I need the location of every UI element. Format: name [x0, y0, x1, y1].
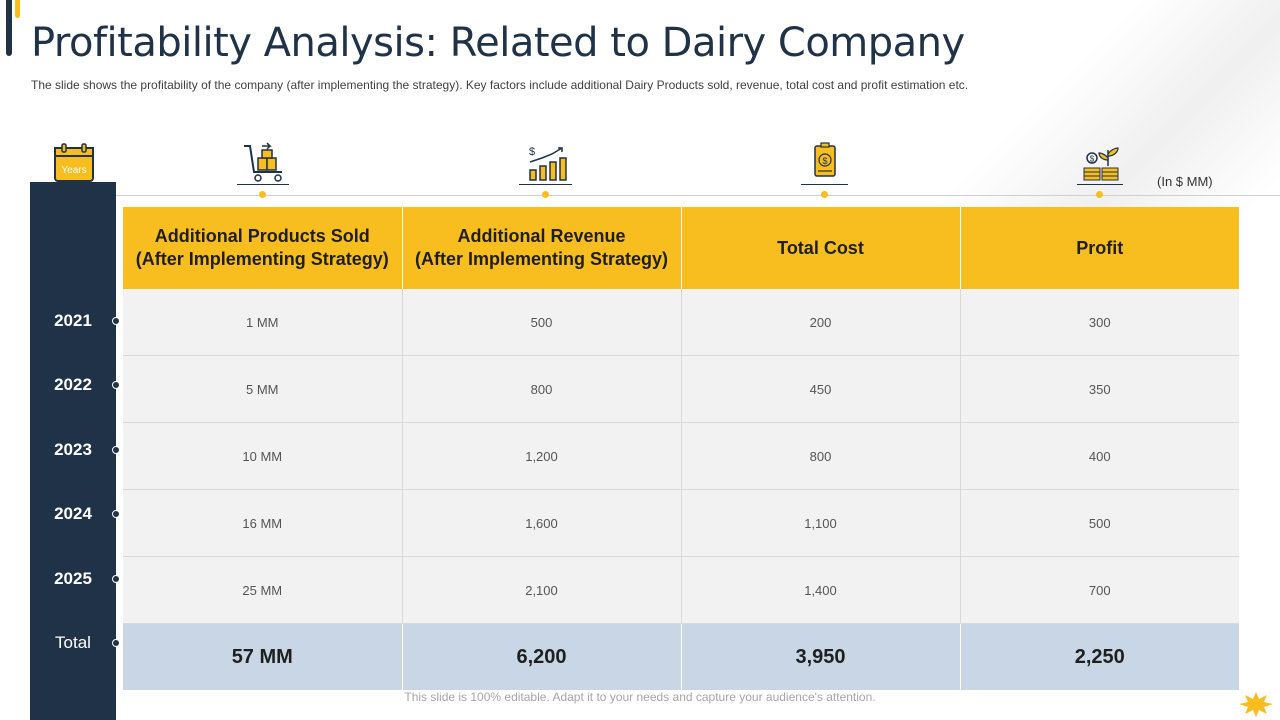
- footer-note: This slide is 100% editable. Adapt it to…: [404, 690, 876, 704]
- table-cell: 1,100: [681, 489, 961, 557]
- table-total-row: 57 MM 6,200 3,950 2,250: [123, 623, 1239, 690]
- title-accent-bar-yellow: [15, 0, 20, 18]
- year-dot: [112, 575, 120, 583]
- table-cell: 25 MM: [123, 556, 403, 624]
- year-dot: [112, 510, 120, 518]
- total-cell: 3,950: [681, 623, 961, 690]
- year-label-2023: 2023: [54, 440, 92, 459]
- icon-underline: [519, 184, 572, 185]
- calendar-icon: Years: [54, 143, 94, 182]
- table-row: 1 MM 500 200 300: [123, 289, 1239, 356]
- header-line1: Total Cost: [777, 237, 864, 258]
- icon-underline: [237, 184, 289, 185]
- total-cell: 57 MM: [123, 623, 403, 690]
- table-cell: 10 MM: [123, 422, 403, 490]
- year-label-2024: 2024: [54, 504, 92, 523]
- table-cell: 5 MM: [123, 355, 403, 423]
- header-total-cost: Total Cost: [681, 207, 961, 289]
- svg-text:$: $: [529, 146, 535, 158]
- icon-marker-dot: [821, 191, 828, 198]
- header-line1: Additional Products Sold: [154, 226, 370, 246]
- table-cell: 700: [960, 556, 1239, 624]
- table-cell: 800: [402, 355, 682, 423]
- total-cell: 6,200: [402, 623, 682, 690]
- table-cell: 350: [960, 355, 1239, 423]
- icon-marker-dot: [542, 191, 549, 198]
- revenue-chart-icon: $: [529, 146, 567, 181]
- year-label-2025: 2025: [54, 569, 92, 588]
- table-cell: 1,200: [402, 422, 682, 490]
- cart-icon: [244, 142, 282, 182]
- table-cell: 2,100: [402, 556, 682, 624]
- svg-text:$: $: [1090, 155, 1095, 164]
- year-dot: [112, 639, 120, 647]
- icon-marker-dot: [1096, 191, 1103, 198]
- page-title: Profitability Analysis: Related to Dairy…: [31, 20, 965, 66]
- table-cell: 300: [960, 289, 1239, 356]
- corner-logo-icon: [1239, 692, 1273, 717]
- icon-marker-dot: [259, 191, 266, 198]
- header-line2: (After Implementing Strategy): [414, 249, 669, 269]
- profit-plant-coins-icon: $: [1083, 147, 1119, 181]
- icon-underline: [801, 184, 848, 185]
- table-cell: 200: [681, 289, 961, 356]
- table-row: 10 MM 1,200 800 400: [123, 422, 1239, 490]
- table-cell: 500: [402, 289, 682, 356]
- year-dot: [112, 446, 120, 454]
- years-sidebar: [30, 182, 116, 720]
- year-dot: [112, 317, 120, 325]
- table-row: 25 MM 2,100 1,400 700: [123, 556, 1239, 624]
- header-separator-line: [116, 195, 1280, 196]
- table-row: 5 MM 800 450 350: [123, 355, 1239, 423]
- header-revenue: Additional Revenue (After Implementing St…: [402, 207, 682, 289]
- header-line1: Profit: [1076, 237, 1124, 258]
- table-cell: 1,600: [402, 489, 682, 557]
- profitability-table: Additional Products Sold (After Implement…: [123, 207, 1239, 690]
- total-cell: 2,250: [960, 623, 1239, 690]
- table-cell: 800: [681, 422, 961, 490]
- table-cell: 1,400: [681, 556, 961, 624]
- table-cell: 1 MM: [123, 289, 403, 356]
- year-label-2021: 2021: [54, 311, 92, 330]
- svg-text:$: $: [822, 156, 827, 166]
- cost-tag-icon: $: [814, 142, 836, 177]
- table-header-row: Additional Products Sold (After Implement…: [123, 207, 1239, 289]
- title-accent-bar: [6, 0, 12, 56]
- table-cell: 450: [681, 355, 961, 423]
- table-row: 16 MM 1,600 1,100 500: [123, 489, 1239, 557]
- page-subtitle: The slide shows the profitability of the…: [31, 78, 969, 92]
- header-products-sold: Additional Products Sold (After Implement…: [123, 207, 403, 289]
- header-line2: (After Implementing Strategy): [135, 249, 389, 269]
- table-cell: 16 MM: [123, 489, 403, 557]
- unit-note: (In $ MM): [1157, 174, 1213, 189]
- header-profit: Profit: [960, 207, 1239, 289]
- table-cell: 500: [960, 489, 1239, 557]
- years-icon-label: Years: [61, 165, 86, 176]
- table-cell: 400: [960, 422, 1239, 490]
- header-line1: Additional Revenue: [457, 226, 626, 246]
- icon-underline: [1077, 184, 1123, 185]
- year-label-2022: 2022: [54, 375, 92, 394]
- year-dot: [112, 381, 120, 389]
- total-label: Total: [55, 633, 91, 652]
